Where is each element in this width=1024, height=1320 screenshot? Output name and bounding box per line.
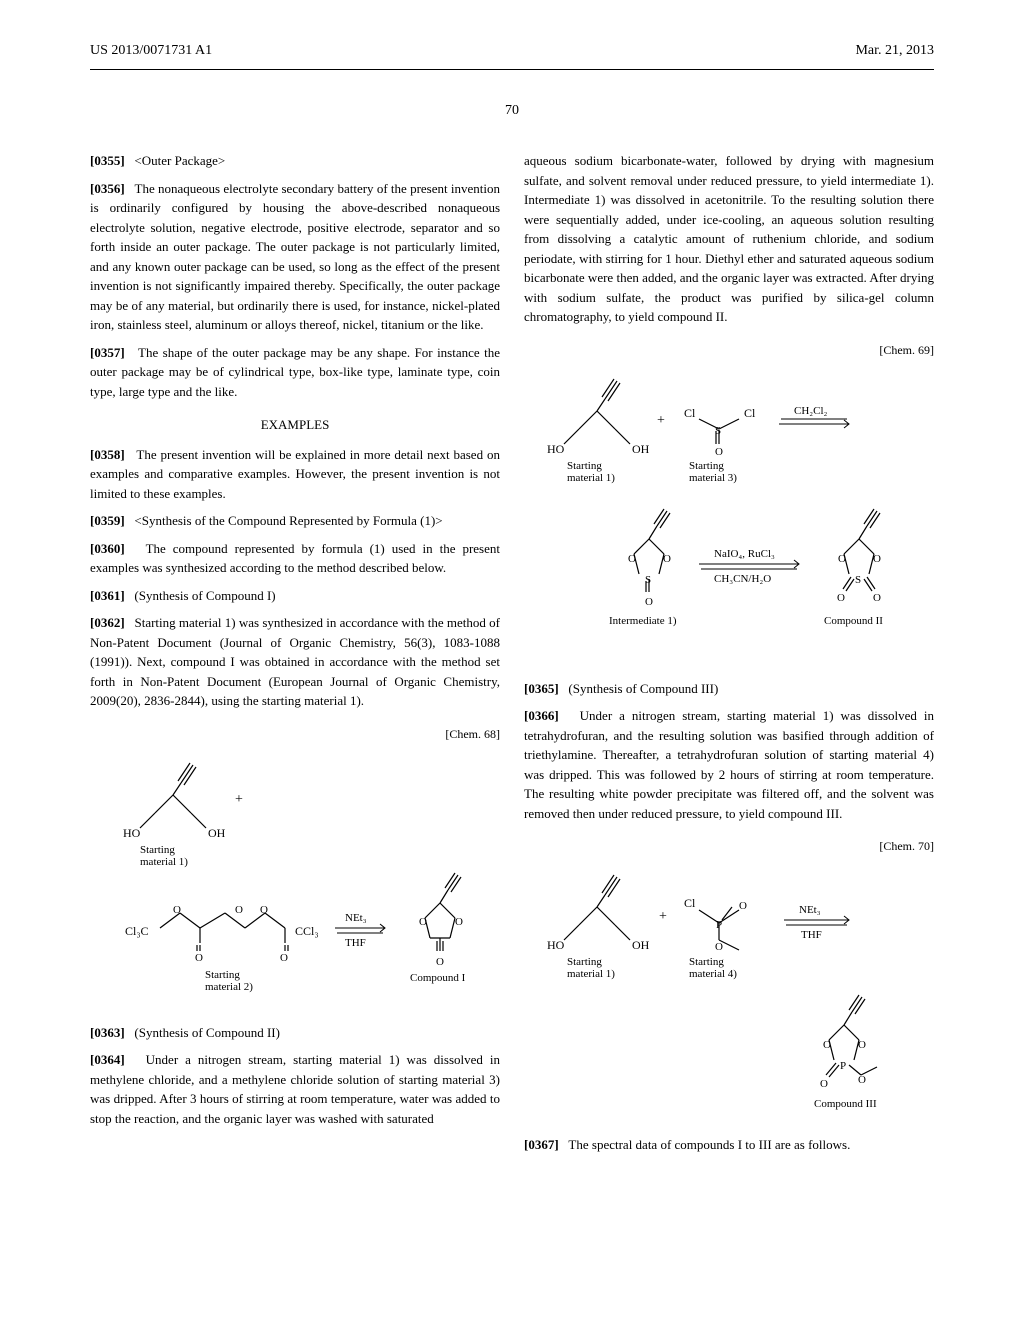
svg-text:O: O [715,941,723,953]
page-number: 70 [90,100,934,121]
right-column: aqueous sodium bicarbonate-water, follow… [524,151,934,1163]
svg-text:Compound II: Compound II [824,615,883,627]
svg-text:Intermediate 1): Intermediate 1) [609,615,677,627]
svg-text:O: O [837,592,845,604]
para-0367: [0367] The spectral data of compounds I … [524,1135,934,1155]
svg-text:O: O [280,952,288,964]
svg-text:P: P [840,1060,846,1072]
chem-scheme-68: HO OH + Startingmaterial 1) [90,753,500,1003]
svg-text:O: O [873,592,881,604]
svg-text:O: O [436,956,444,968]
para-col2-cont: aqueous sodium bicarbonate-water, follow… [524,151,934,327]
svg-text:O: O [260,904,268,916]
para-0360: [0360] The compound represented by formu… [90,539,500,578]
svg-text:CH₃CN/H₂O: CH₃CN/H₂O [714,573,771,585]
page-header: US 2013/0071731 A1 Mar. 21, 2013 [90,40,934,61]
svg-text:NaIO₄, RuCl₃: NaIO₄, RuCl₃ [714,548,775,560]
content-columns: [0355] <Outer Package> [0356] The nonaqu… [90,151,934,1163]
svg-text:THF: THF [345,937,366,949]
svg-text:Startingmaterial 4): Startingmaterial 4) [689,956,737,980]
svg-text:OH: OH [632,938,650,952]
svg-text:HO: HO [547,442,565,456]
svg-text:O: O [419,916,427,928]
svg-text:CH₂Cl₂: CH₂Cl₂ [794,405,828,417]
svg-text:O: O [663,553,671,565]
header-divider [90,69,934,70]
svg-text:O: O [858,1039,866,1051]
svg-text:O: O [645,596,653,608]
svg-text:CCl₃: CCl₃ [295,924,319,938]
para-0363: [0363] (Synthesis of Compound II) [90,1023,500,1043]
svg-text:O: O [838,553,846,565]
chem-label-68: [Chem. 68] [90,725,500,743]
para-0358: [0358] The present invention will be exp… [90,445,500,504]
para-0361: [0361] (Synthesis of Compound I) [90,586,500,606]
svg-text:Startingmaterial 2): Startingmaterial 2) [205,969,253,993]
svg-text:O: O [195,952,203,964]
chem-scheme-69: HO OH + Startingmaterial 1) Cl Cl S O St… [524,369,934,659]
para-0359: [0359] <Synthesis of the Compound Repres… [90,511,500,531]
chem-label-70: [Chem. 70] [524,837,934,855]
svg-text:Cl: Cl [684,406,696,420]
svg-text:Startingmaterial 1): Startingmaterial 1) [140,844,188,868]
patent-date: Mar. 21, 2013 [855,40,934,61]
svg-text:+: + [235,792,243,807]
svg-text:O: O [628,553,636,565]
svg-text:NEt₃: NEt₃ [345,912,367,924]
chem-label-69: [Chem. 69] [524,341,934,359]
svg-text:Compound I: Compound I [410,972,466,984]
svg-text:Cl₃C: Cl₃C [125,924,149,938]
svg-text:HO: HO [123,826,141,840]
svg-text:O: O [823,1039,831,1051]
svg-text:S: S [645,574,651,586]
para-0356: [0356] The nonaqueous electrolyte second… [90,179,500,335]
svg-text:S: S [855,574,861,586]
svg-text:S: S [715,425,721,437]
svg-text:O: O [173,904,181,916]
svg-text:Cl: Cl [684,896,696,910]
svg-text:+: + [657,413,665,428]
left-column: [0355] <Outer Package> [0356] The nonaqu… [90,151,500,1163]
para-0364: [0364] Under a nitrogen stream, starting… [90,1050,500,1128]
svg-text:O: O [820,1078,828,1090]
svg-text:OH: OH [208,826,226,840]
svg-text:P: P [716,919,722,931]
svg-text:O: O [739,900,747,912]
svg-text:+: + [659,909,667,924]
svg-text:Compound III: Compound III [814,1098,877,1110]
svg-text:Startingmaterial 1): Startingmaterial 1) [567,460,615,484]
chem-scheme-70: HO OH + Startingmaterial 1) Cl P O O Sta… [524,865,934,1115]
para-0355: [0355] <Outer Package> [90,151,500,171]
svg-text:O: O [873,553,881,565]
examples-heading: EXAMPLES [90,415,500,435]
svg-text:O: O [235,904,243,916]
svg-text:THF: THF [801,929,822,941]
patent-number: US 2013/0071731 A1 [90,40,212,61]
svg-text:Startingmaterial 1): Startingmaterial 1) [567,956,615,980]
para-0362: [0362] Starting material 1) was synthesi… [90,613,500,711]
svg-text:HO: HO [547,938,565,952]
svg-text:O: O [858,1074,866,1086]
svg-text:O: O [455,916,463,928]
para-0366: [0366] Under a nitrogen stream, starting… [524,706,934,823]
svg-text:OH: OH [632,442,650,456]
svg-text:O: O [715,446,723,458]
svg-text:Cl: Cl [744,406,756,420]
para-0365: [0365] (Synthesis of Compound III) [524,679,934,699]
svg-text:NEt₃: NEt₃ [799,904,821,916]
para-0357: [0357] The shape of the outer package ma… [90,343,500,402]
svg-text:Startingmaterial 3): Startingmaterial 3) [689,460,737,484]
